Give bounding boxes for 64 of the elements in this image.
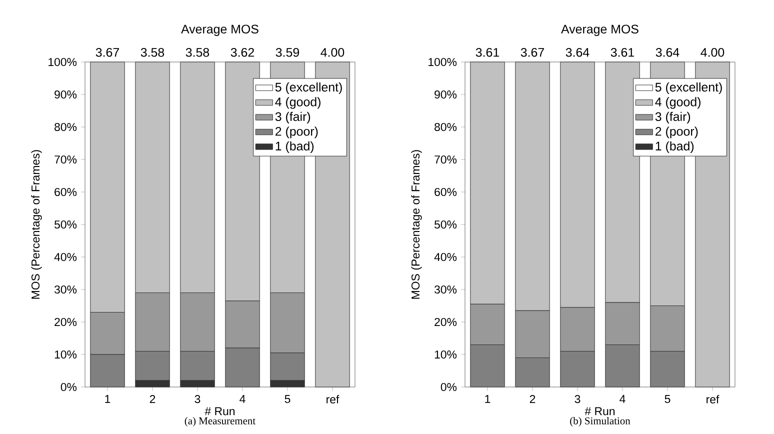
text: (a) Measurement [184, 417, 256, 426]
y-tick-label: 90% [434, 90, 457, 99]
x-tick-label: 3 [194, 395, 200, 404]
x-tick-label: ref [326, 395, 340, 404]
x-tick-label: 5 [284, 395, 290, 404]
y-tick-label: 50% [434, 220, 457, 229]
legend-label: 1 (bad) [276, 141, 314, 153]
y-tick-label: 70% [54, 155, 77, 164]
y-tick-label: 30% [434, 285, 457, 294]
y-tick-label: 20% [434, 318, 457, 326]
text: 4.00 [700, 48, 724, 57]
y-tick-label: 20% [54, 318, 77, 326]
legend-label: 5 (excellent) [275, 82, 342, 94]
y-tick-label: 0% [440, 382, 457, 392]
y-tick-label: 10% [434, 350, 457, 359]
text: 4.00 [320, 48, 344, 57]
legend-label: 5 (excellent) [655, 82, 722, 94]
y-tick-label: 10% [54, 350, 77, 359]
legend-label: 4 (good) [655, 97, 700, 109]
y-tick-label: 80% [434, 122, 457, 132]
text: 3.62 [230, 48, 254, 57]
legend-label: 2 (poor) [656, 126, 698, 138]
x-tick-label: 1 [105, 395, 110, 403]
x-tick-label: 5 [664, 395, 670, 404]
y-axis-title: MOS (Percentage of Frames) [411, 150, 422, 299]
text: 3.58 [186, 48, 210, 57]
x-tick-label: 2 [530, 395, 536, 404]
x-tick-label: 4 [240, 395, 246, 403]
text: 3.61 [610, 48, 634, 57]
y-tick-label: 60% [54, 188, 77, 196]
y-tick-label: 60% [434, 188, 457, 196]
text: 3.64 [566, 48, 590, 57]
legend-label: 2 (poor) [276, 126, 318, 138]
legend-label: 3 (fair) [655, 112, 690, 124]
y-tick-label: 30% [54, 285, 77, 294]
x-tick-label: 2 [150, 395, 156, 404]
text: 3.64 [656, 48, 680, 57]
text: (b) Simulation [570, 417, 630, 426]
y-tick-label: 0% [60, 382, 77, 392]
y-tick-label: 90% [54, 90, 77, 99]
legend-label: 4 (good) [275, 97, 320, 109]
chart-title: Average MOS [181, 24, 258, 36]
y-tick-label: 70% [434, 155, 457, 164]
x-axis-title: # Run [584, 407, 615, 416]
chart-title: Average MOS [561, 24, 638, 36]
x-tick-label: 4 [620, 395, 626, 403]
y-tick-label: 40% [54, 252, 77, 262]
text: 3.67 [520, 48, 544, 57]
text: 3.59 [276, 48, 300, 57]
y-axis-title: MOS (Percentage of Frames) [31, 150, 42, 299]
x-tick-label: 3 [574, 395, 580, 404]
text: 3.58 [140, 48, 164, 57]
y-tick-label: 50% [54, 220, 77, 229]
x-axis-title: # Run [204, 407, 235, 416]
x-tick-label: 1 [485, 395, 490, 403]
y-tick-label: 80% [54, 122, 77, 132]
y-tick-label: 40% [434, 252, 457, 262]
y-tick-label: 100% [428, 58, 457, 66]
text: 3.61 [476, 48, 500, 57]
x-tick-label: ref [706, 395, 720, 404]
legend-label: 3 (fair) [275, 112, 310, 124]
y-tick-label: 100% [48, 58, 77, 66]
legend-label: 1 (bad) [656, 141, 694, 153]
text: 3.67 [96, 48, 119, 57]
